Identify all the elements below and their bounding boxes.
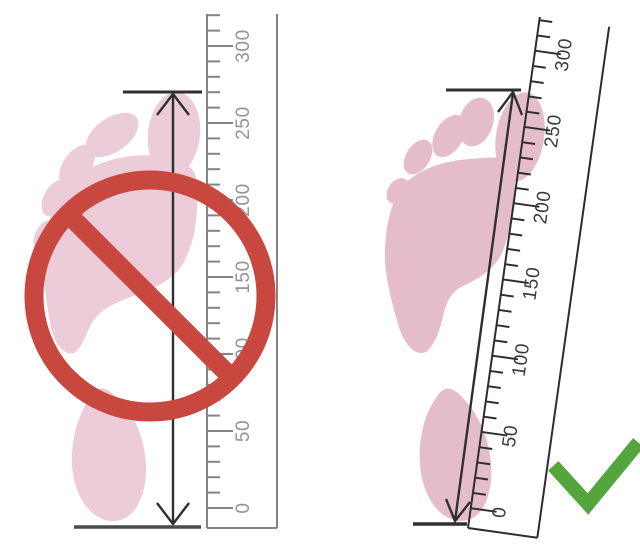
ruler-tick-major (513, 202, 540, 208)
ruler-tick-major (524, 125, 551, 132)
sole (384, 157, 515, 353)
ruler-tick-minor (504, 263, 519, 267)
ruler-tick-minor (532, 64, 546, 69)
ruler-edge-left (467, 16, 541, 529)
ruler-tick-minor (483, 415, 497, 420)
ruler-tick-minor (522, 141, 536, 145)
ruler-tick-minor (526, 110, 540, 115)
ruler-label: 300 (552, 37, 577, 73)
prohibition-icon (24, 170, 276, 422)
toe (458, 97, 494, 147)
ruler-tick-minor (472, 491, 486, 496)
ruler-label: 150 (233, 260, 254, 294)
heel (71, 388, 147, 522)
prohibition-slash (61, 207, 239, 385)
ruler-tick-minor (528, 95, 542, 100)
footprint-right (384, 92, 545, 521)
ruler-tick-minor (515, 186, 529, 191)
ruler-tick-minor (511, 217, 525, 222)
ruler-tick-minor (539, 19, 553, 23)
ruler-label: 150 (519, 265, 544, 301)
ruler-tick-minor (498, 308, 512, 313)
ruler-label: 250 (541, 113, 566, 149)
checkmark-icon (548, 438, 640, 515)
ruler-label: 50 (233, 420, 254, 442)
ruler-tick-major (502, 278, 529, 285)
ruler-label: 200 (530, 189, 555, 225)
arrowhead-down-icon (156, 502, 190, 526)
ruler-tick-minor (500, 293, 514, 298)
ruler-tick-minor (494, 339, 508, 344)
ruler-tick-major (492, 354, 519, 361)
ruler-tilted-right: 0 50 100 150 200 250 300 (467, 16, 611, 539)
ruler-tick-minor (474, 476, 489, 481)
ruler-tick-minor (496, 324, 510, 328)
ruler-tick-minor (487, 385, 501, 389)
ruler-tick-minor (537, 34, 551, 39)
ruler-label: 0 (233, 502, 254, 513)
ruler-tick-major (534, 49, 561, 56)
ruler-tick-minor (509, 232, 523, 237)
measurement-right (413, 88, 524, 526)
toe (403, 139, 433, 175)
footprint-left (33, 92, 201, 522)
arrowhead-up-icon (497, 89, 524, 116)
ruler-label: 250 (233, 106, 254, 140)
ruler-tick-minor (507, 247, 521, 252)
prohibition-circle (24, 170, 276, 422)
ruler-tick-minor (519, 156, 534, 161)
ruler-tick-minor (517, 171, 531, 176)
heel (419, 388, 492, 521)
ruler-edge-right (536, 26, 611, 538)
ruler-tick-major (470, 507, 497, 513)
ruler-label: 300 (233, 29, 254, 63)
ruler-tick-minor (489, 369, 504, 374)
ruler-tick-minor (530, 80, 544, 84)
arrowhead-up-icon (156, 92, 190, 116)
ruler-edge-bottom (467, 527, 538, 539)
arrowhead-down-icon (444, 498, 471, 524)
ruler-tick-major (481, 430, 508, 437)
ruler-tick-minor (485, 400, 499, 405)
ruler-tick-minor (479, 446, 493, 450)
ruler-label: 50 (499, 424, 523, 449)
toe (85, 112, 139, 158)
toe (432, 114, 466, 158)
ruler-label: 100 (509, 342, 534, 378)
ruler-tick-minor (477, 461, 491, 466)
ruler-label: 0 (489, 505, 511, 519)
measure-arrow-line (453, 92, 515, 522)
